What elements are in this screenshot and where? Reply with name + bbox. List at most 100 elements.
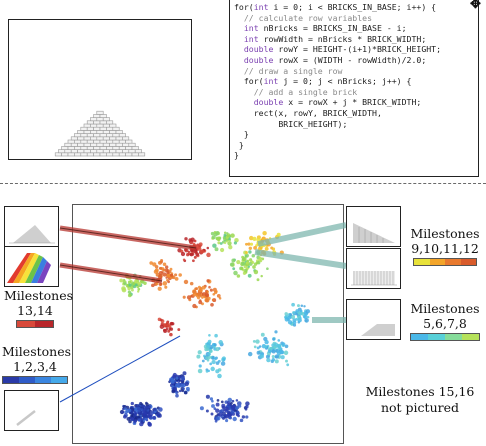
- scatter-point: [256, 350, 261, 355]
- scatter-point: [147, 405, 151, 409]
- scatter-point: [216, 294, 221, 298]
- scatter-point: [273, 345, 277, 349]
- scatter-point: [190, 249, 194, 253]
- scatter-point: [158, 271, 163, 276]
- connector-top-left-edge: [59, 227, 197, 249]
- scatter-point: [213, 407, 217, 410]
- section-divider: [0, 183, 486, 184]
- scatter-point: [287, 320, 293, 325]
- scatter-point: [123, 414, 127, 419]
- scatter-point: [220, 361, 226, 366]
- scatter-point: [205, 409, 209, 413]
- scatter-point: [302, 315, 306, 319]
- scatter-point: [152, 262, 157, 267]
- scatter-point: [137, 415, 141, 419]
- scatter-point: [175, 383, 180, 388]
- scatter-point: [260, 274, 263, 278]
- scatter-point: [284, 312, 288, 316]
- scatter-point: [300, 304, 304, 308]
- scatter-point: [274, 354, 280, 359]
- scatter-point: [195, 287, 199, 291]
- scatter-point: [132, 414, 136, 418]
- scatter-point: [236, 260, 241, 265]
- scatter-point: [293, 320, 297, 325]
- scatter-point: [271, 343, 275, 347]
- scatter-point: [248, 250, 252, 254]
- scatter-point: [199, 406, 204, 411]
- scatter-point: [180, 251, 186, 257]
- scatter-point: [289, 313, 293, 317]
- scatter-point: [230, 401, 233, 405]
- scatter-point: [245, 261, 249, 265]
- scatter-point: [195, 252, 200, 257]
- scatter-point: [236, 274, 241, 278]
- scatter-point: [297, 304, 300, 308]
- scatter-point: [209, 288, 213, 292]
- scatter-point: [219, 242, 223, 245]
- scatter-point: [134, 412, 138, 416]
- scatter-point: [271, 247, 276, 251]
- scatter-point: [198, 287, 203, 293]
- scatter-point: [192, 259, 195, 263]
- scatter-point: [166, 321, 169, 324]
- scatter-point: [156, 412, 161, 417]
- scatter-point: [209, 362, 213, 366]
- thumbnail-milestone-line: [4, 390, 59, 431]
- scatter-point: [291, 302, 295, 307]
- scatter-point: [159, 318, 163, 322]
- scatter-point: [119, 278, 124, 283]
- scatter-point: [158, 282, 163, 287]
- scatter-point: [305, 309, 311, 314]
- code-line: // calculate row variables: [234, 12, 373, 23]
- scatter-point: [274, 359, 279, 364]
- scatter-point: [144, 407, 148, 411]
- scatter-point: [135, 279, 140, 284]
- scatter-point: [126, 417, 131, 421]
- scatter-point: [295, 317, 299, 321]
- scatter-point: [245, 415, 249, 419]
- milestone-group-1-4: Milestones 1,2,3,4: [2, 344, 71, 384]
- scatter-point: [160, 259, 164, 262]
- scatter-point: [130, 417, 135, 421]
- scatter-point: [215, 361, 220, 365]
- scatter-point: [164, 285, 168, 289]
- scatter-point: [274, 330, 278, 334]
- scatter-point: [185, 386, 190, 391]
- scatter-point: [133, 419, 138, 423]
- scatter-point: [186, 295, 192, 300]
- scatter-point: [199, 299, 202, 302]
- code-line: int nBricks = BRICKS_IN_BASE - i;: [243, 23, 407, 34]
- scatter-point: [196, 246, 202, 251]
- scatter-point: [231, 258, 236, 263]
- scatter-point: [162, 281, 168, 286]
- brick: [96, 110, 104, 115]
- scatter-point: [178, 379, 182, 382]
- scatter-point: [280, 355, 285, 360]
- code-line: for(int i = 0; i < BRICKS_IN_BASE; i++) …: [234, 2, 437, 12]
- scatter-point: [247, 273, 252, 278]
- code-line: double rowY = HEIGHT-(i+1)*BRICK_HEIGHT;: [243, 44, 442, 55]
- code-line: }: [234, 129, 249, 140]
- scatter-point: [193, 249, 198, 254]
- scatter-point: [264, 339, 269, 345]
- scatter-point: [260, 332, 265, 337]
- scatter-point: [189, 281, 194, 286]
- scatter-point: [233, 270, 238, 276]
- scatter-point: [232, 416, 237, 422]
- scatter-point: [155, 282, 159, 286]
- code-line: double rowX = (WIDTH - rowWidth)/2.0;: [243, 54, 427, 65]
- scatter-point: [226, 401, 230, 405]
- scatter-point: [230, 233, 235, 238]
- scatter-point: [174, 277, 179, 281]
- scatter-point: [214, 357, 217, 361]
- scatter-point: [162, 268, 166, 272]
- scatter-point: [197, 285, 201, 289]
- scatter-point: [169, 267, 173, 271]
- scatter-point: [245, 242, 248, 246]
- scatter-point: [218, 340, 223, 345]
- milestone-color-bar: [2, 376, 68, 384]
- scatter-point: [196, 354, 201, 359]
- scatter-point: [286, 363, 290, 367]
- scatter-point: [127, 280, 132, 284]
